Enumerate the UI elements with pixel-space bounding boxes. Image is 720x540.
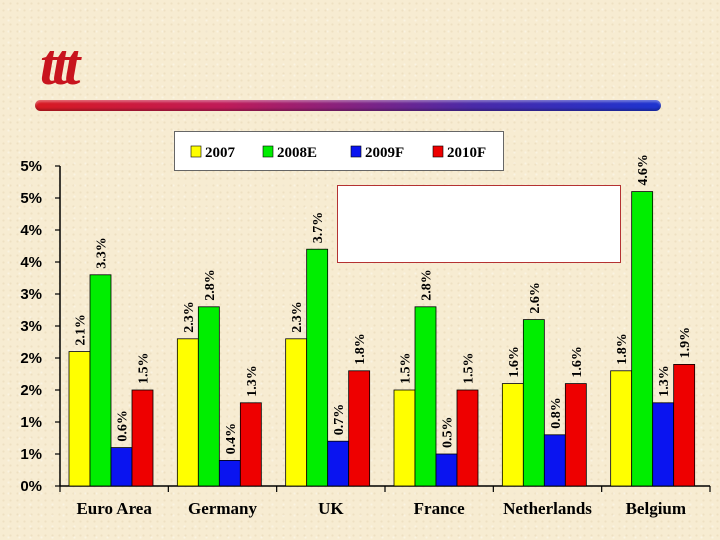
bar-2008e-belgium (631, 191, 654, 487)
bar-2009f-netherlands (543, 434, 566, 487)
data-label: 1.6% (570, 346, 585, 378)
data-label: 0.4% (224, 423, 239, 454)
data-label: 1.3% (245, 365, 260, 397)
data-label: 0.8% (549, 397, 564, 429)
y-tick-label: 5% (20, 190, 42, 207)
data-label: 1.8% (353, 333, 368, 365)
bar-2010f-france (456, 389, 479, 487)
legend-swatch-2009f (350, 145, 362, 158)
y-tick-label: 4% (20, 222, 42, 239)
bar-2009f-germany (218, 459, 241, 487)
legend-swatch-2010f (432, 145, 444, 158)
data-label: 2.3% (182, 301, 197, 333)
bar-2010f-germany (239, 402, 262, 487)
data-label: 1.5% (399, 353, 414, 385)
category-label: Euro Area (76, 499, 152, 518)
data-label: 3.7% (311, 212, 326, 244)
category-label: Germany (188, 499, 257, 518)
bar-2010f-belgium (673, 363, 696, 487)
data-label: 0.6% (116, 410, 131, 442)
data-label: 2.8% (203, 269, 218, 301)
data-label: 2.3% (290, 301, 305, 333)
bar-2008e-germany (197, 306, 220, 487)
y-tick-label: 1% (20, 446, 42, 463)
bar-2008e-france (414, 306, 437, 487)
bar-2008e-netherlands (522, 319, 545, 487)
y-tick-label: 0% (20, 478, 42, 495)
bar-2007-france (393, 389, 416, 487)
category-label: Netherlands (503, 499, 592, 518)
bar-2007-uk (285, 338, 308, 487)
legend-label: 2007 (205, 145, 236, 161)
data-label: 0.7% (332, 404, 347, 436)
legend-label: 2009F (365, 145, 404, 161)
bar-2009f-euro-area (110, 447, 133, 487)
data-label: 1.9% (678, 327, 693, 359)
bar-2009f-uk (327, 440, 350, 487)
bar-2007-germany (176, 338, 199, 487)
y-tick-label: 1% (20, 414, 42, 431)
data-label: 4.6% (636, 154, 651, 186)
data-label: 1.5% (137, 353, 152, 385)
y-tick-label: 3% (20, 318, 42, 335)
data-label: 1.8% (615, 333, 630, 365)
y-tick-label: 2% (20, 350, 42, 367)
bar-2007-netherlands (501, 383, 524, 487)
y-tick-label: 5% (20, 158, 42, 175)
data-label: 3.3% (95, 237, 110, 269)
category-label: France (414, 499, 465, 518)
bar-2008e-euro-area (89, 274, 112, 487)
data-label: 2.1% (74, 314, 89, 346)
bar-2009f-belgium (652, 402, 675, 487)
bar-2009f-france (435, 453, 458, 487)
data-label: 1.6% (507, 346, 522, 378)
data-label: 2.6% (528, 282, 543, 314)
chart-legend: 2007 2008E 2009F 2010F (174, 131, 504, 171)
bar-2008e-uk (306, 248, 329, 487)
legend-swatch-2008e (262, 145, 274, 158)
company-logo: ttt (40, 34, 86, 92)
legend-label: 2010F (447, 145, 486, 161)
annotation-box (337, 185, 621, 263)
bar-2010f-euro-area (131, 389, 154, 487)
data-label: 0.5% (441, 417, 456, 449)
data-label: 1.3% (657, 365, 672, 397)
y-tick-label: 3% (20, 286, 42, 303)
legend-label: 2008E (277, 145, 317, 161)
y-tick-label: 4% (20, 254, 42, 271)
category-label: Belgium (626, 499, 686, 518)
bar-2010f-netherlands (564, 383, 587, 487)
y-tick-label: 2% (20, 382, 42, 399)
data-label: 1.5% (462, 353, 477, 385)
category-label: UK (318, 499, 344, 518)
bar-2007-belgium (610, 370, 633, 487)
bar-2007-euro-area (68, 351, 91, 487)
data-label: 2.8% (420, 269, 435, 301)
title-underline-bar (35, 100, 661, 111)
bar-2010f-uk (348, 370, 371, 487)
legend-swatch-2007 (190, 145, 202, 158)
